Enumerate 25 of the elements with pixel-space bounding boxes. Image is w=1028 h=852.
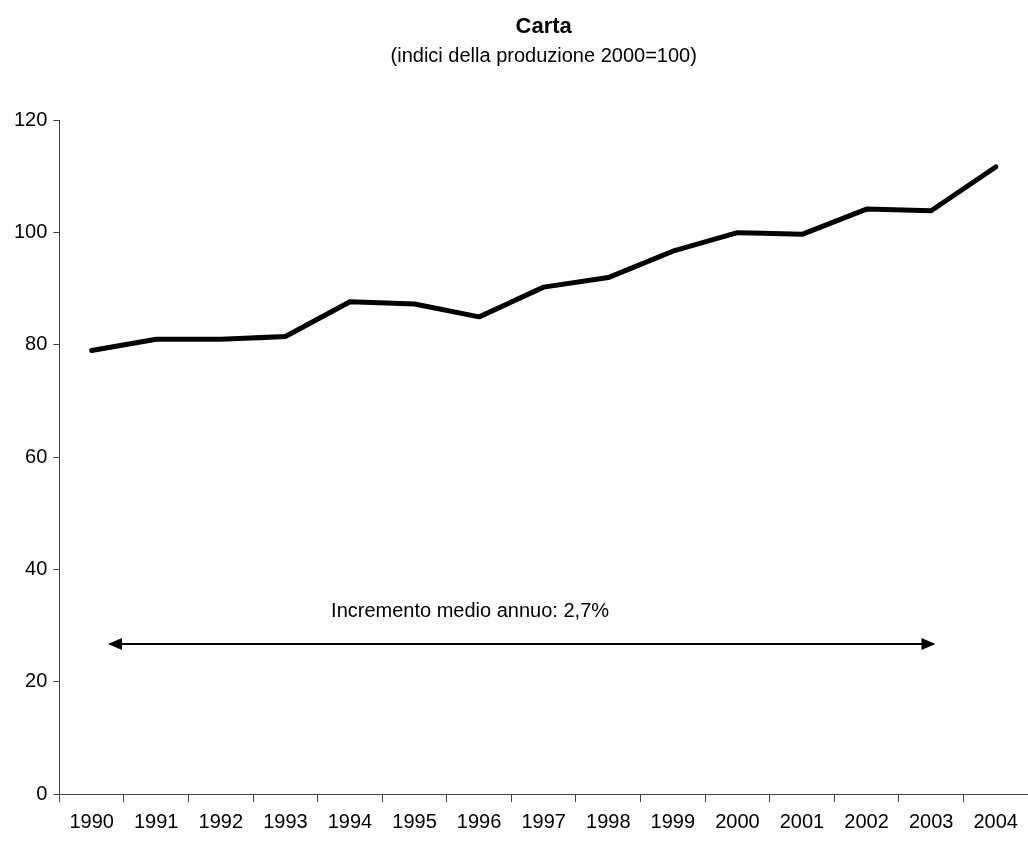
chart-title: Carta bbox=[515, 13, 573, 39]
x-tick-label: 1996 bbox=[456, 809, 502, 832]
x-tick-label: 2001 bbox=[779, 809, 825, 832]
x-tick-label: 2002 bbox=[844, 809, 889, 832]
y-tick-label: 60 bbox=[25, 444, 48, 467]
x-tick-label: 1992 bbox=[198, 809, 244, 832]
y-tick-label: 80 bbox=[25, 332, 48, 355]
annotation: Incremento medio annuo: 2,7% bbox=[331, 598, 610, 621]
x-tick-label: 1990 bbox=[69, 809, 114, 832]
x-tick-label: 1997 bbox=[521, 809, 566, 832]
x-tick-label: 2000 bbox=[715, 809, 760, 832]
x-tick-label: 1998 bbox=[586, 809, 631, 832]
x-tick-label: 1999 bbox=[650, 809, 696, 832]
x-tick-label: 1995 bbox=[392, 809, 437, 832]
y-tick-label: 20 bbox=[25, 669, 48, 692]
y-tick-label: 100 bbox=[13, 220, 48, 243]
x-tick-label: 1993 bbox=[263, 809, 308, 832]
x-tick-label: 1991 bbox=[133, 809, 179, 832]
chart-subtitle: (indici della produzione 2000=100) bbox=[390, 43, 697, 66]
x-tick-label: 2004 bbox=[973, 809, 1018, 832]
x-tick-label: 1994 bbox=[327, 809, 373, 832]
y-tick-label: 120 bbox=[13, 107, 48, 130]
y-tick-label: 40 bbox=[25, 556, 48, 579]
y-tick-label: 0 bbox=[36, 781, 48, 804]
x-tick-label: 2003 bbox=[908, 809, 954, 832]
